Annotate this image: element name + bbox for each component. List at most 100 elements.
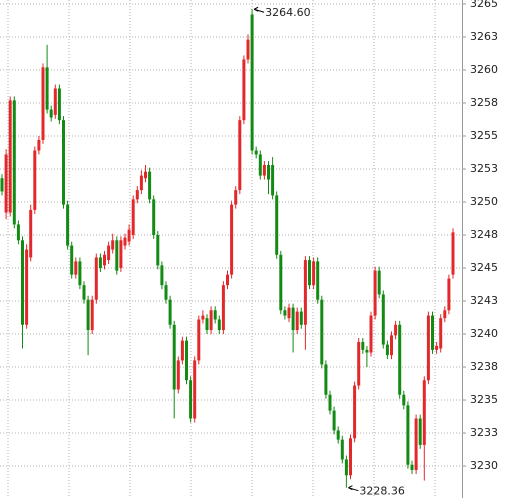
candle-body [422,380,426,445]
candle-body [45,67,49,110]
candle-body [275,195,279,255]
candle-body [25,249,29,325]
y-tick-label: 3238 [470,360,498,373]
candle-body [12,100,16,225]
candle-body [291,307,295,331]
candle-body [144,171,147,179]
candle-body [324,364,328,395]
candle-body [135,190,139,200]
candle-body [103,254,106,266]
candle-body [295,311,299,331]
annotation: 3264.60 [265,6,311,19]
candle-body [238,120,242,191]
candle-body [172,324,176,390]
candle-body [180,340,184,361]
candle-body [398,324,402,395]
candle-body [406,405,410,465]
candle-body [410,464,414,471]
candle-body [361,341,365,350]
candle-body [353,385,357,439]
y-tick-label: 3260 [470,63,498,76]
candle-body [402,394,406,406]
candle-body [189,380,193,419]
candle-body [439,318,443,349]
candle-body [8,100,12,213]
candle-body [70,245,74,275]
candle-body [234,190,238,205]
candle-body [152,199,156,236]
candle-body [197,319,201,361]
candle-body [98,257,102,269]
candle-body [123,237,127,246]
candle-body [279,254,283,311]
candle-body [435,345,439,350]
candle-body [443,310,447,319]
y-tick-label: 3248 [470,228,498,241]
candle-body [299,311,303,325]
candle-body [0,178,4,192]
candle-body [94,257,98,300]
candle-body [29,209,33,258]
candle-body [381,294,385,345]
candle-body [49,109,53,118]
candle-body [426,315,430,381]
candle-body [53,88,57,115]
candle-body [156,235,160,266]
candle-body [431,315,434,350]
candle-body [209,310,213,331]
candle-body [131,199,135,236]
candle-body [320,299,324,365]
annotation-arrow [253,6,265,13]
candle-body [78,261,82,286]
candle-body [349,438,352,476]
y-tick-label: 3263 [470,30,498,43]
candle-body [107,245,111,261]
candle-body [262,165,266,176]
candle-body [127,229,131,242]
candle-body [4,154,8,213]
candle-body [226,274,229,286]
y-tick-label: 3230 [470,459,498,472]
candle-body [340,439,344,460]
candle-body [230,204,234,275]
candle-body [254,150,258,155]
candle-body [267,165,270,180]
candle-body [82,285,86,300]
candle-body [62,120,65,205]
candle-body [336,430,340,440]
y-tick-label: 3253 [470,162,498,175]
candle-body [115,240,119,271]
candle-body [328,394,332,411]
candle-body [213,310,217,320]
candle-body [316,261,320,300]
annotation-arrow [348,485,359,492]
candle-body [193,360,197,419]
candle-body [390,335,393,356]
candle-body [205,318,209,331]
y-tick-label: 3240 [470,327,498,340]
candle-body [185,340,188,381]
candle-body [287,307,291,319]
candle-body [111,240,115,250]
candle-body [258,154,262,176]
candle-body [394,324,398,336]
candle-body [139,175,143,191]
candle-body [168,299,172,325]
y-tick-label: 3233 [470,426,498,439]
candle-body [377,270,381,295]
candle-body [57,88,61,121]
candle-body [221,285,225,331]
candle-body [21,240,24,325]
candle-body [312,261,316,286]
candle-body [90,299,94,331]
candle-body [365,349,369,353]
candle-body [160,265,164,286]
candle-body [164,285,168,300]
candle-body [16,224,20,241]
y-tick-label: 3265 [470,0,498,10]
candle-body [86,299,90,331]
candle-body [271,165,275,196]
candle-body [176,360,180,390]
candle-body [447,278,451,311]
